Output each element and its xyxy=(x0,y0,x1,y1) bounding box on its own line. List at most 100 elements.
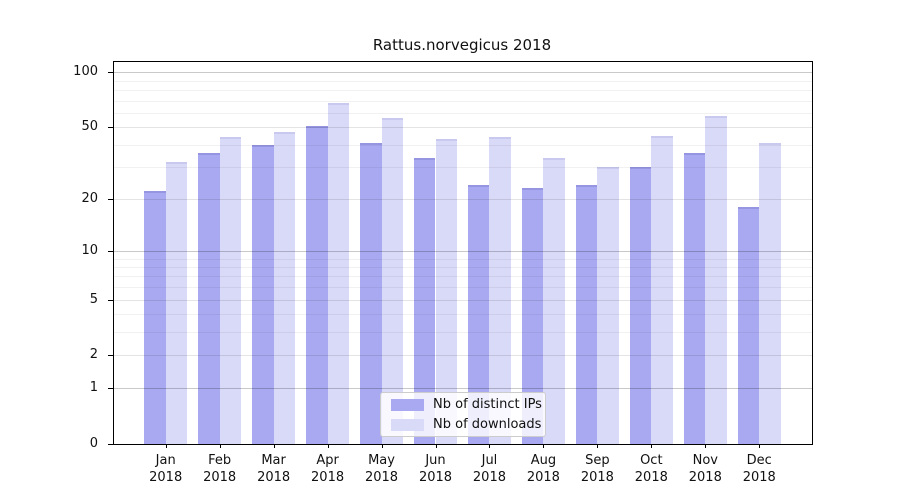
bar-downloads-may xyxy=(381,118,404,444)
x-label-month: Jul xyxy=(481,453,498,468)
bar-distinct-ips-nov xyxy=(683,153,706,444)
gridline-2 xyxy=(114,355,812,357)
legend-swatch-distinct-ips xyxy=(391,398,424,411)
y-axis-label-100: 100 xyxy=(73,64,98,80)
x-label-year: 2018 xyxy=(688,470,722,485)
x-tick-may xyxy=(381,444,383,448)
x-tick-sep xyxy=(597,444,599,448)
gridline-9 xyxy=(114,258,812,260)
x-axis-label-may: May 2018 xyxy=(350,452,414,486)
gridline-8 xyxy=(114,266,812,268)
x-label-year: 2018 xyxy=(311,470,345,485)
x-label-year: 2018 xyxy=(364,470,399,485)
y-tick-2 xyxy=(108,355,114,357)
x-tick-apr xyxy=(327,444,329,448)
gridline-4 xyxy=(114,314,812,316)
x-label-year: 2018 xyxy=(418,470,453,485)
y-axis-label-10: 10 xyxy=(81,242,98,258)
x-axis-label-aug: Aug 2018 xyxy=(511,452,575,486)
bar-distinct-ips-jan xyxy=(144,191,166,444)
legend-label-distinct-ips: Nb of distinct IPs xyxy=(433,397,542,412)
gridline-7 xyxy=(114,276,812,278)
legend-label-downloads: Nb of downloads xyxy=(433,417,542,432)
x-axis-label-mar: Mar 2018 xyxy=(242,452,306,486)
bar-downloads-sep xyxy=(597,167,620,444)
bar-downloads-jun xyxy=(435,139,458,444)
chart-title: Rattus.norvegicus 2018 xyxy=(372,36,552,54)
bar-distinct-ips-may xyxy=(359,142,382,444)
bar-distinct-ips-jun xyxy=(413,157,436,444)
bar-downloads-nov xyxy=(705,115,727,444)
y-tick-100 xyxy=(108,72,114,74)
y-axis-label-5: 5 xyxy=(89,291,98,307)
x-tick-jan xyxy=(165,444,167,448)
y-axis-label-2: 2 xyxy=(89,347,98,363)
y-tick-10 xyxy=(108,250,114,252)
legend-swatch-downloads xyxy=(391,418,424,431)
bar-downloads-jan xyxy=(165,162,188,444)
x-axis-label-dec: Dec 2018 xyxy=(727,452,791,486)
x-label-month: Sep xyxy=(585,453,610,468)
x-axis-label-jun: Jun 2018 xyxy=(404,452,468,486)
x-label-year: 2018 xyxy=(742,470,776,485)
bar-distinct-ips-apr xyxy=(305,125,328,444)
gridline-30 xyxy=(114,167,812,169)
gridline-50 xyxy=(114,127,812,129)
bar-distinct-ips-sep xyxy=(575,184,598,444)
x-tick-oct xyxy=(651,444,653,448)
x-axis-label-nov: Nov 2018 xyxy=(673,452,737,486)
x-label-year: 2018 xyxy=(580,470,614,485)
x-label-year: 2018 xyxy=(257,470,291,485)
gridline-60 xyxy=(114,112,812,114)
y-tick-0 xyxy=(108,444,114,445)
y-axis-label-50: 50 xyxy=(81,119,98,135)
x-label-month: May xyxy=(368,453,395,468)
gridline-6 xyxy=(114,287,812,289)
gridline-100 xyxy=(114,72,812,74)
y-axis-label-0: 0 xyxy=(89,436,98,451)
bar-distinct-ips-feb xyxy=(197,153,220,444)
y-axis-label-20: 20 xyxy=(81,190,98,206)
x-label-year: 2018 xyxy=(526,470,560,485)
x-axis-label-apr: Apr 2018 xyxy=(296,452,360,486)
x-tick-mar xyxy=(273,444,275,448)
legend-item-distinct-ips: Nb of distinct IPs xyxy=(381,396,545,413)
legend: Nb of distinct IPs Nb of downloads xyxy=(380,392,546,437)
x-axis-label-jul: Jul 2018 xyxy=(457,452,521,486)
x-label-month: Feb xyxy=(208,453,232,468)
gridline-70 xyxy=(114,100,812,102)
bar-distinct-ips-mar xyxy=(251,144,274,444)
gridline-10 xyxy=(114,250,812,252)
gridline-20 xyxy=(114,198,812,200)
x-label-month: Oct xyxy=(640,453,663,468)
bar-downloads-apr xyxy=(327,102,350,444)
x-axis-label-jan: Jan 2018 xyxy=(134,452,198,486)
x-tick-jun xyxy=(435,444,437,448)
x-label-month: Mar xyxy=(261,453,286,468)
x-label-month: Jun xyxy=(425,453,446,468)
x-axis-label-feb: Feb 2018 xyxy=(188,452,252,486)
y-axis-label-1: 1 xyxy=(89,380,98,396)
gridline-90 xyxy=(114,80,812,82)
bar-downloads-dec xyxy=(759,142,781,444)
y-tick-50 xyxy=(108,127,114,129)
x-axis-label-oct: Oct 2018 xyxy=(619,452,683,486)
y-tick-20 xyxy=(108,198,114,200)
bar-distinct-ips-oct xyxy=(629,167,652,444)
x-label-month: Jan xyxy=(155,453,176,468)
bar-downloads-feb xyxy=(219,137,242,444)
x-label-month: Dec xyxy=(746,453,772,468)
x-label-year: 2018 xyxy=(634,470,668,485)
gridline-40 xyxy=(114,144,812,146)
x-label-year: 2018 xyxy=(472,470,506,485)
plot-area: 0 1 2 5 10 20 50 100 Jan 2018 Feb 2018 Mar 2018 Apr 20… xyxy=(73,61,813,485)
gridline-1 xyxy=(114,388,812,390)
x-label-month: Nov xyxy=(692,453,718,468)
gridline-80 xyxy=(114,89,812,91)
x-axis-label-sep: Sep 2018 xyxy=(565,452,629,486)
bar-distinct-ips-dec xyxy=(737,206,760,444)
x-tick-feb xyxy=(219,444,221,448)
gridline-5 xyxy=(114,299,812,301)
bar-downloads-jul xyxy=(489,137,512,444)
